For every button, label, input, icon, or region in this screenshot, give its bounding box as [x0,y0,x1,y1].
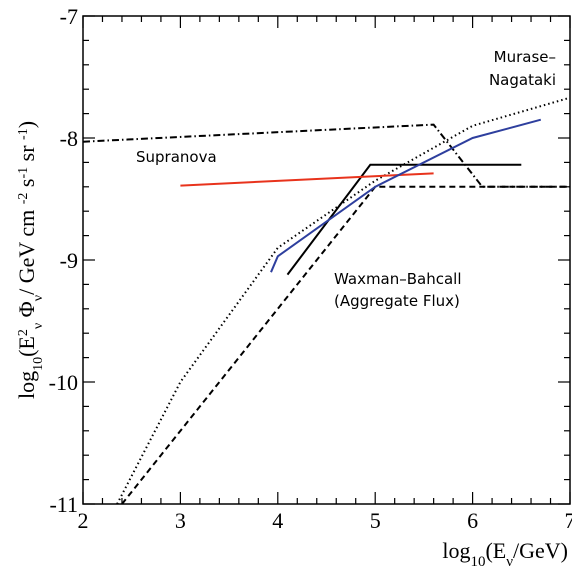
annotation-label: Nagataki [489,71,556,89]
x-tick-label: 2 [78,508,89,533]
y-axis-label: log10(E2ν Φν/ GeV cm -2 s-1 sr -1) [14,121,46,399]
y-tick-label: -9 [60,248,78,273]
annotation-label: (Aggregate Flux) [334,292,460,310]
x-tick-label: 5 [370,508,381,533]
annotation-label: Waxman–Bahcall [334,270,462,288]
series-line-1-dashdot [82,123,570,188]
y-tick-label: -10 [49,370,78,395]
series-line-2-dotted [116,96,571,505]
x-axis-label: log10(Eν/GeV) [442,538,568,570]
x-tick-label: 6 [467,508,478,533]
annotation-label: Murase– [494,48,556,66]
y-tick-label: -11 [49,492,78,517]
series-line-3-dashed [121,185,570,505]
series-line-4-solid [286,163,522,276]
x-tick-label: 4 [272,508,283,533]
x-tick-label: 7 [565,508,572,533]
annotation-label: Supranova [136,148,217,166]
series-line-6-solid [270,118,542,273]
plot-frame [82,15,571,505]
y-tick-label: -7 [60,4,78,29]
y-tick-label: -8 [60,126,78,151]
series-line-5-solid [180,172,434,187]
x-tick-label: 3 [175,508,186,533]
